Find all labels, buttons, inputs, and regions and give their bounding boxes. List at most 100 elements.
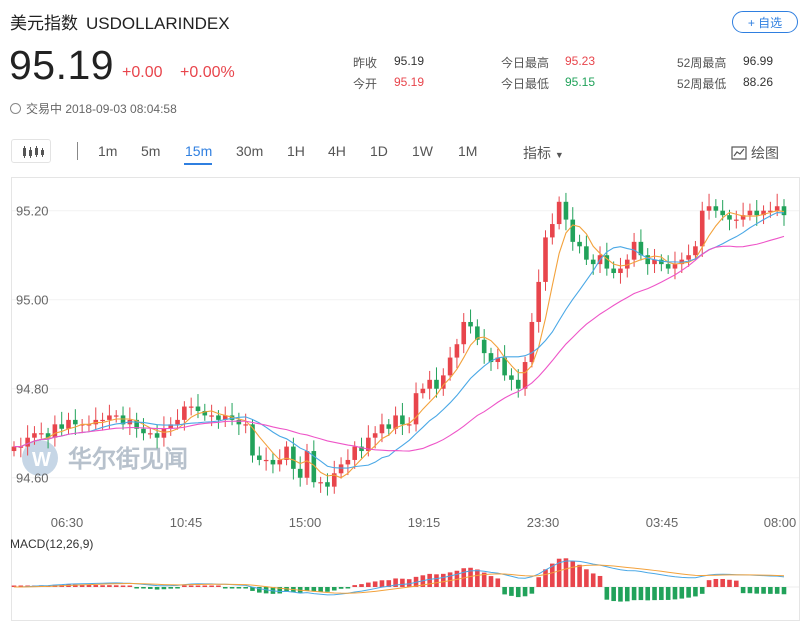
macd-bar <box>277 587 283 594</box>
draw-button[interactable]: 绘图 <box>731 143 779 163</box>
tab-period-1W[interactable]: 1W <box>412 143 433 159</box>
chart-type-button[interactable] <box>11 139 51 163</box>
candle <box>372 433 378 438</box>
macd-bar <box>672 587 678 600</box>
x-tick-label: 23:30 <box>527 515 560 530</box>
candle <box>188 406 194 408</box>
tab-period-4H[interactable]: 4H <box>328 143 346 159</box>
tab-period-1D[interactable]: 1D <box>370 143 388 159</box>
candle <box>161 428 167 438</box>
stat-label: 昨收 <box>353 56 378 70</box>
macd-bar <box>161 587 167 590</box>
candle <box>686 255 691 260</box>
candle <box>475 326 480 340</box>
macd-bar <box>761 587 766 594</box>
instrument-title: 美元指数 USDOLLARINDEX <box>10 9 230 34</box>
add-watchlist-button[interactable]: + 自选 <box>732 11 798 33</box>
indicator-dropdown[interactable]: 指标 ▼ <box>523 143 564 163</box>
candle <box>672 264 678 269</box>
candle <box>100 419 105 422</box>
candle <box>304 451 310 478</box>
x-tick-label: 06:30 <box>51 515 84 530</box>
toolbar-divider <box>77 142 78 160</box>
candle <box>352 446 358 460</box>
stat-label: 今日最高 <box>501 56 550 70</box>
candle <box>38 433 44 435</box>
active-period-indicator <box>184 163 212 165</box>
macd-bar <box>73 584 78 587</box>
tab-period-1H[interactable]: 1H <box>287 143 305 159</box>
macd-bar <box>604 587 610 600</box>
macd-bar <box>706 580 712 587</box>
macd-bar <box>720 578 725 587</box>
macd-bar <box>584 569 589 587</box>
stat-label: 52周最低 <box>677 77 727 91</box>
candle <box>413 393 419 425</box>
candle <box>774 206 780 211</box>
tab-period-1m[interactable]: 1m <box>98 143 118 159</box>
candle <box>440 375 446 389</box>
macd-bar <box>597 575 603 587</box>
macd-bar <box>440 573 446 587</box>
macd-bar <box>141 587 146 589</box>
x-tick-label: 15:00 <box>289 515 322 530</box>
candle <box>263 459 269 462</box>
candle <box>154 433 160 438</box>
instrument-name: 美元指数 <box>10 14 78 33</box>
x-tick-label: 08:00 <box>764 515 797 530</box>
candle <box>502 357 507 376</box>
macd-bar <box>393 578 398 587</box>
candle <box>550 224 555 238</box>
y-tick-label: 95.00 <box>16 293 49 308</box>
y-tick-label: 95.20 <box>16 204 49 219</box>
macd-bar <box>522 587 528 597</box>
candle <box>11 446 17 452</box>
macd-bar <box>434 574 439 587</box>
stat-value: 88.26 <box>743 75 774 89</box>
candle <box>747 210 753 216</box>
macd-bar <box>515 587 521 598</box>
macd-bar <box>774 587 780 594</box>
stat-label: 今日最低 <box>501 77 550 91</box>
candle <box>284 446 289 460</box>
macd-bar <box>202 585 208 587</box>
x-tick-label: 10:45 <box>170 515 203 530</box>
candle <box>706 206 712 211</box>
macd-bar <box>495 578 501 587</box>
tab-period-5m[interactable]: 5m <box>141 143 161 159</box>
macd-bar <box>509 587 514 596</box>
candle <box>740 215 746 220</box>
macd-bar <box>93 585 99 587</box>
macd-bar <box>229 587 235 589</box>
macd-bar <box>175 587 180 589</box>
macd-bar <box>113 585 119 587</box>
macd-dif-line <box>14 560 785 596</box>
macd-bar <box>86 585 92 587</box>
macd-bar <box>366 582 371 587</box>
candle <box>699 210 705 247</box>
candle <box>631 241 637 260</box>
chart-frame <box>11 177 800 621</box>
macd-bar <box>679 587 685 599</box>
candle <box>468 321 473 327</box>
macd-bar <box>250 587 255 591</box>
macd-bar <box>222 587 228 589</box>
stat-value: 95.19 <box>394 54 425 68</box>
macd-bar <box>400 578 405 587</box>
candle <box>570 219 576 242</box>
stat-value: 95.15 <box>565 75 596 89</box>
tab-period-30m[interactable]: 30m <box>236 143 264 159</box>
macd-bar <box>182 585 187 587</box>
tab-period-15m[interactable]: 15m <box>185 143 213 159</box>
macd-bar <box>284 587 289 592</box>
candle <box>515 379 521 389</box>
macd-bar <box>195 585 201 587</box>
macd-bar <box>768 587 773 594</box>
candle <box>611 268 616 274</box>
candlestick-icon <box>23 146 44 158</box>
watermark-text: 华尔街见闻 <box>68 445 188 473</box>
tab-period-1M[interactable]: 1M <box>458 143 478 159</box>
macd-bar <box>331 587 337 591</box>
macd-bar <box>427 573 432 587</box>
